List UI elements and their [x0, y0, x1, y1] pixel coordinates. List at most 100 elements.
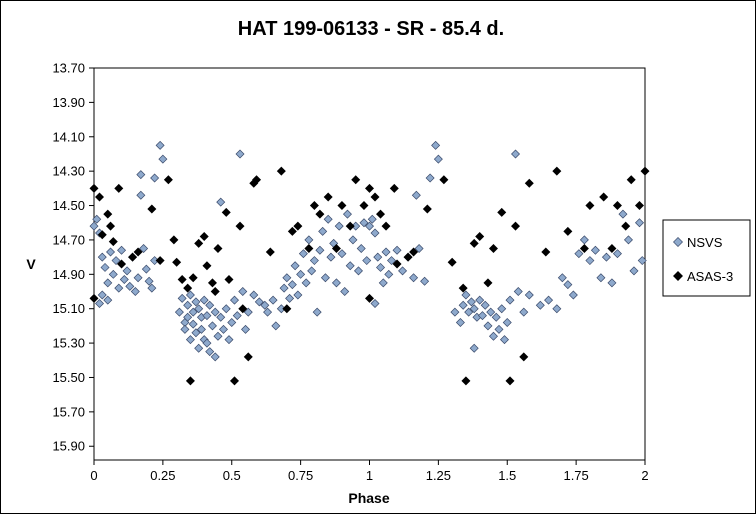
data-point — [439, 175, 449, 185]
data-point — [497, 207, 507, 217]
data-point — [384, 269, 394, 279]
data-point — [318, 226, 328, 236]
x-tick-label: 0.25 — [150, 468, 175, 483]
data-point — [563, 226, 573, 236]
data-point — [230, 295, 239, 305]
data-point — [450, 307, 460, 317]
data-point — [207, 321, 217, 331]
data-point — [469, 238, 479, 248]
data-point — [238, 304, 248, 314]
data-point — [359, 201, 369, 211]
data-point — [97, 230, 107, 240]
data-point — [227, 317, 237, 327]
data-point — [279, 283, 289, 293]
data-point — [425, 173, 435, 183]
data-point — [362, 256, 372, 266]
x-axis-title: Phase — [348, 490, 389, 506]
data-point — [260, 300, 270, 310]
data-point — [480, 300, 490, 310]
data-point — [194, 304, 204, 314]
data-point — [103, 295, 113, 305]
data-point — [621, 221, 631, 231]
data-point — [254, 297, 264, 307]
data-point — [475, 231, 485, 241]
data-point — [585, 256, 595, 266]
data-point — [122, 266, 132, 276]
data-point — [342, 209, 352, 219]
data-point — [563, 280, 573, 290]
data-point — [640, 166, 650, 176]
data-point — [147, 204, 157, 214]
data-point — [356, 244, 366, 254]
data-point — [601, 252, 611, 262]
data-point — [431, 140, 441, 150]
data-point — [337, 201, 347, 211]
data-point — [95, 299, 105, 309]
data-point — [155, 256, 165, 266]
data-point — [433, 154, 443, 164]
data-point — [323, 214, 333, 224]
data-point — [378, 278, 388, 288]
data-point — [502, 317, 512, 327]
x-axis: 0 0.25 0.5 0.75 1 1.25 1.5 1.75 2 — [90, 460, 649, 483]
data-point — [89, 293, 99, 303]
data-point — [95, 192, 105, 202]
data-point — [370, 299, 380, 309]
data-point — [365, 293, 374, 303]
data-point — [271, 321, 281, 331]
data-point — [483, 321, 493, 331]
y-tick-label: 15.70 — [52, 404, 85, 419]
data-point — [629, 266, 639, 276]
data-point — [477, 311, 487, 321]
data-point — [188, 319, 198, 329]
legend-label: ASAS-3 — [687, 269, 733, 284]
data-point — [119, 274, 129, 284]
data-point — [315, 209, 325, 219]
data-point — [92, 214, 102, 224]
data-point — [191, 328, 201, 338]
data-point — [331, 278, 341, 288]
data-point — [381, 221, 391, 231]
data-point — [111, 256, 121, 266]
data-point — [353, 266, 363, 276]
data-point — [97, 252, 107, 262]
data-point — [626, 175, 636, 185]
data-point — [287, 280, 297, 290]
x-tick-label: 0.5 — [223, 468, 241, 483]
data-point — [422, 204, 432, 214]
data-point — [365, 221, 374, 231]
y-tick-label: 13.70 — [52, 61, 85, 76]
data-point — [376, 209, 386, 219]
data-point — [293, 290, 303, 300]
data-point — [147, 283, 157, 293]
data-point — [491, 312, 501, 322]
y-tick-label: 14.50 — [52, 198, 85, 213]
data-point — [183, 283, 193, 293]
data-point — [511, 149, 521, 159]
data-point — [411, 190, 421, 200]
data-point — [376, 262, 386, 272]
data-point — [398, 266, 408, 276]
data-point — [114, 283, 124, 293]
series-layer — [89, 140, 650, 386]
data-point — [108, 237, 118, 247]
legend-label: NSVS — [687, 235, 723, 250]
data-point — [169, 235, 179, 245]
data-point — [241, 324, 251, 334]
y-tick-label: 14.10 — [52, 129, 85, 144]
data-point — [486, 307, 496, 317]
data-point — [202, 338, 212, 348]
data-point — [320, 273, 330, 283]
data-point — [188, 307, 198, 317]
data-point — [117, 245, 127, 255]
data-point — [268, 295, 278, 305]
data-point — [505, 295, 515, 305]
y-tick-label: 15.50 — [52, 370, 85, 385]
data-point — [458, 283, 468, 293]
data-point — [414, 244, 424, 254]
data-point — [301, 278, 311, 288]
data-point — [455, 317, 465, 327]
y-tick-label: 15.10 — [52, 301, 85, 316]
data-point — [381, 247, 391, 257]
data-point — [210, 307, 220, 317]
